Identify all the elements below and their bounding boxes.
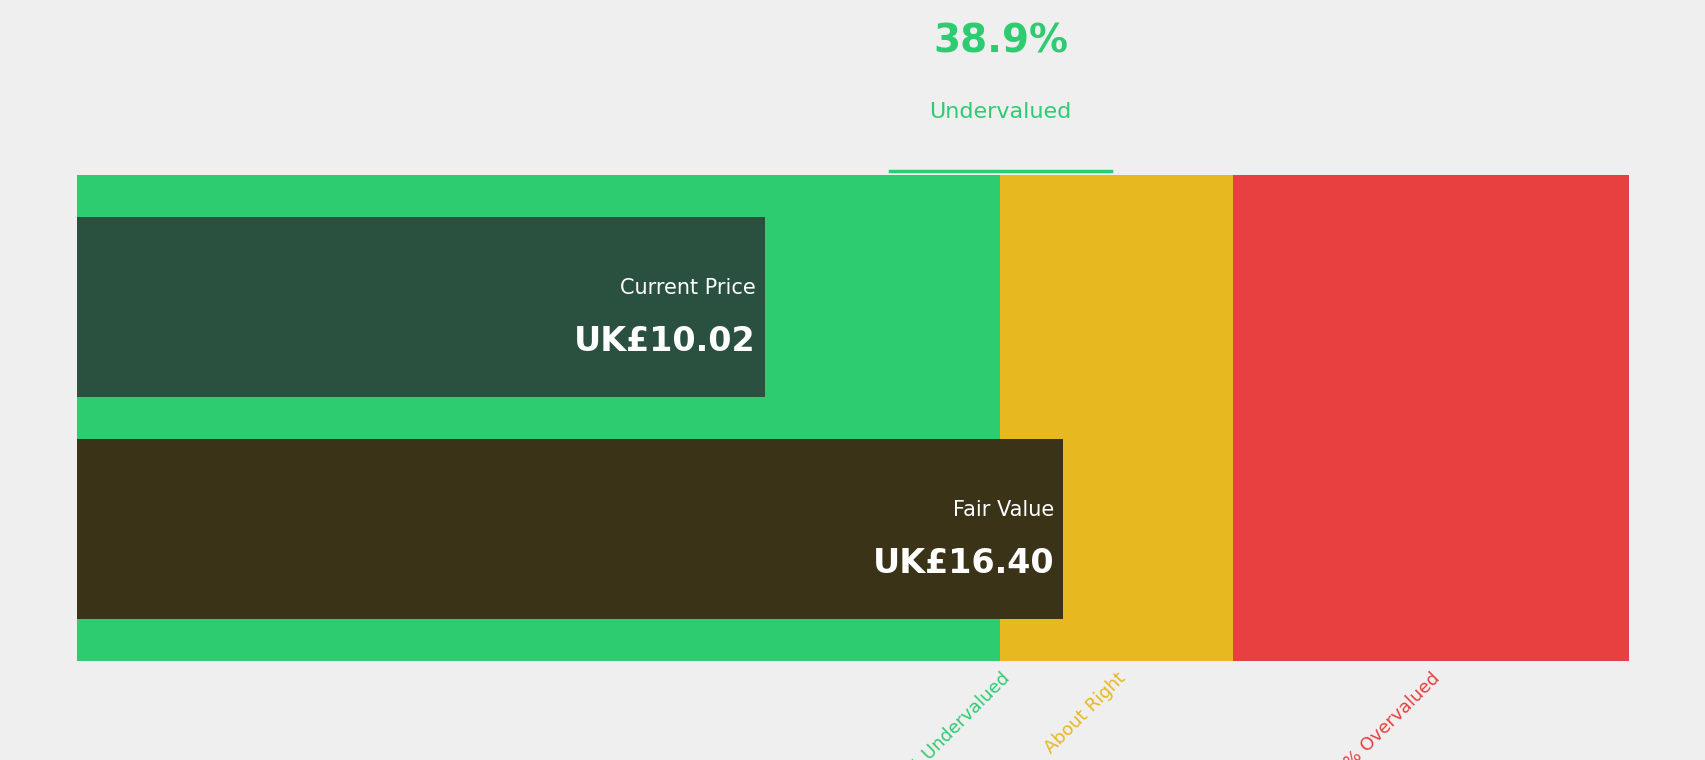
Bar bbox=[77, 439, 1062, 619]
Text: About Right: About Right bbox=[1042, 669, 1129, 757]
Bar bbox=[77, 217, 764, 397]
Text: 20% Undervalued: 20% Undervalued bbox=[887, 669, 1013, 760]
Text: Current Price: Current Price bbox=[621, 278, 755, 298]
Text: Undervalued: Undervalued bbox=[929, 102, 1071, 122]
Bar bbox=[999, 175, 1233, 661]
Text: UK£10.02: UK£10.02 bbox=[575, 325, 755, 357]
Text: 38.9%: 38.9% bbox=[933, 23, 1067, 61]
Bar bbox=[77, 175, 999, 661]
Text: 20% Overvalued: 20% Overvalued bbox=[1325, 669, 1442, 760]
Bar bbox=[1233, 175, 1628, 661]
Text: UK£16.40: UK£16.40 bbox=[871, 547, 1054, 580]
Text: Fair Value: Fair Value bbox=[953, 500, 1054, 520]
